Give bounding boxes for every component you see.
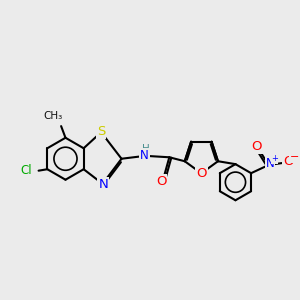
Text: O: O	[156, 175, 166, 188]
Text: O: O	[284, 155, 294, 168]
Text: CH₃: CH₃	[43, 111, 63, 121]
Text: N: N	[266, 157, 274, 170]
Text: S: S	[97, 125, 105, 138]
Text: +: +	[271, 154, 278, 163]
Text: H: H	[142, 143, 150, 154]
Text: O: O	[196, 167, 207, 180]
Text: O: O	[251, 140, 262, 153]
Text: N: N	[140, 149, 149, 162]
Text: Cl: Cl	[20, 164, 32, 178]
Text: −: −	[290, 152, 299, 162]
Text: N: N	[98, 178, 108, 191]
